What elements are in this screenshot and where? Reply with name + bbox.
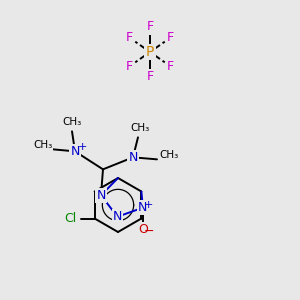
- Text: F: F: [167, 31, 174, 44]
- Text: N: N: [128, 151, 138, 164]
- Text: CH₃: CH₃: [130, 123, 150, 133]
- Text: Cl: Cl: [64, 212, 77, 225]
- Text: F: F: [126, 31, 133, 44]
- Text: +: +: [144, 200, 154, 210]
- Text: CH₃: CH₃: [159, 150, 178, 160]
- Text: F: F: [146, 70, 154, 83]
- Text: N: N: [96, 189, 106, 202]
- Text: N: N: [70, 145, 80, 158]
- Text: −: −: [144, 225, 154, 238]
- Text: O: O: [138, 223, 148, 236]
- Text: +: +: [77, 142, 87, 152]
- Text: N: N: [113, 210, 122, 223]
- Text: P: P: [146, 45, 154, 59]
- Text: F: F: [146, 20, 154, 34]
- Text: N: N: [138, 201, 148, 214]
- Text: F: F: [167, 60, 174, 73]
- Text: F: F: [126, 60, 133, 73]
- Text: CH₃: CH₃: [62, 117, 82, 127]
- Text: CH₃: CH₃: [33, 140, 52, 150]
